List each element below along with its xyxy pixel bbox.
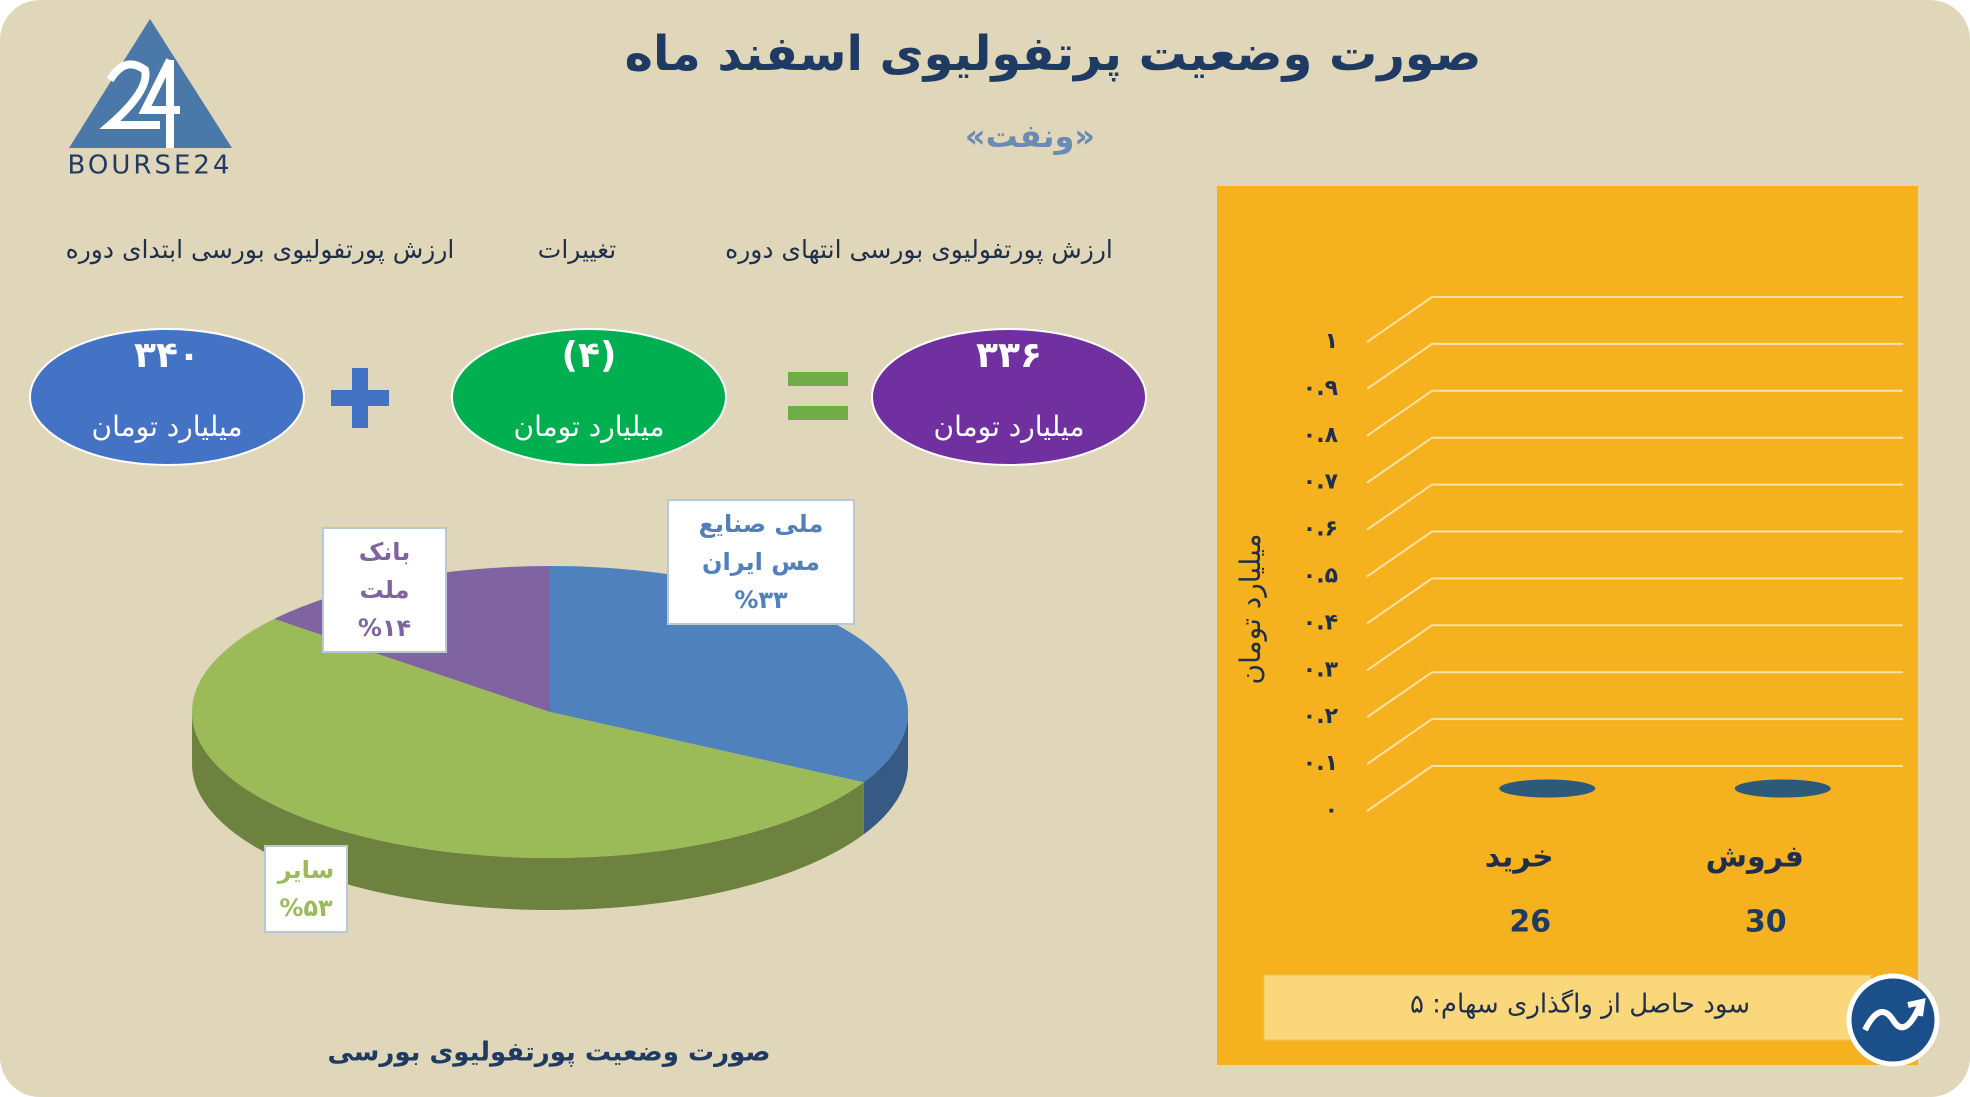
y-tick-label: ۰: [1325, 798, 1338, 823]
value-ellipse: [451, 328, 727, 466]
pie-caption: صورت وضعیت پورتفولیوی بورسی: [328, 1038, 771, 1068]
brand-icon-arrow: [1862, 998, 1926, 1032]
grid-line: [1366, 483, 1903, 531]
y-axis-label: میلیارد تومان: [1234, 534, 1267, 685]
equation-value: (۴): [562, 335, 617, 376]
logo-triangle: [69, 19, 232, 148]
profit-box: [1263, 974, 1872, 1041]
value-ellipse: [29, 328, 305, 466]
slice-value: %۵۳: [279, 894, 333, 922]
y-tick-label: ۰.۵: [1303, 564, 1338, 589]
grid-line: [1366, 296, 1903, 343]
grid-line: [1366, 530, 1903, 578]
slice-value: %۱۴: [357, 614, 412, 642]
equation-value: ۳۴۰: [134, 335, 200, 376]
slice-label: ملی صنایع مس ایران %۳۳: [667, 499, 855, 625]
bar-top: [1734, 779, 1831, 798]
grid-line: [1366, 624, 1903, 672]
x-secondary-label: 26: [1509, 905, 1551, 940]
slice-side-shade: [863, 712, 908, 835]
y-tick-label: ۰.۹: [1303, 376, 1338, 401]
y-tick-label: ۰.۶: [1303, 517, 1338, 542]
y-tick-label: ۰.۷: [1303, 470, 1339, 495]
value-ellipse: [871, 328, 1147, 466]
title: صورت وضعیت پرتفولیوی اسفند ماه: [625, 26, 1482, 82]
y-tick-label: ۰.۳: [1303, 657, 1339, 682]
logo-text: BOURSE24: [68, 151, 233, 181]
bar-top: [1499, 779, 1596, 798]
slice-name: ملی صنایع مس ایران: [698, 510, 824, 576]
grid-line: [1366, 765, 1903, 812]
y-tick-label: ۰.۴: [1303, 610, 1338, 635]
equals-sign: [788, 372, 848, 386]
grid-line: [1366, 389, 1903, 437]
profit-note: سود حاصل از واگذاری سهام: ۵: [1410, 989, 1750, 1020]
y-tick-label: ۰.۲: [1303, 704, 1339, 729]
slice-name: بانک ملت: [358, 538, 411, 604]
equation-value: ۳۳۶: [976, 335, 1042, 376]
logo-mark: [99, 58, 180, 148]
y-tick-label: ۱: [1325, 329, 1338, 354]
slice-side-shade: [192, 712, 864, 910]
equation-unit: میلیارد تومان: [92, 410, 243, 443]
slice-label: سایر %۵۳: [264, 845, 348, 933]
slice-side: [192, 712, 864, 910]
equation-unit: میلیارد تومان: [514, 410, 665, 443]
x-tick-label: فروش: [1706, 840, 1804, 875]
x-tick-label: خرید: [1485, 840, 1554, 875]
y-tick-label: ۰.۸: [1303, 423, 1339, 448]
slice-side: [863, 712, 908, 835]
equals-sign: [788, 406, 848, 420]
equation-label: ارزش پورتفولیوی بورسی ابتدای دوره: [66, 235, 455, 265]
equation-label: ارزش پورتفولیوی بورسی انتهای دوره: [725, 235, 1113, 265]
grid-line: [1366, 718, 1903, 765]
equation-label: تغییرات: [538, 235, 616, 264]
y-tick-label: ۰.۱: [1303, 751, 1338, 776]
pie-slice: [192, 618, 864, 858]
grid-line: [1366, 436, 1903, 484]
slice-value: %۳۳: [734, 586, 788, 614]
slice-label: بانک ملت %۱۴: [322, 527, 447, 653]
plus-sign: [352, 368, 368, 428]
grid-line: [1366, 671, 1903, 719]
grid-line: [1366, 342, 1903, 390]
grid-line: [1366, 577, 1903, 625]
equation-unit: میلیارد تومان: [934, 410, 1085, 443]
slice-name: سایر: [277, 856, 335, 884]
x-secondary-label: 30: [1745, 905, 1787, 940]
subtitle: «ونفت»: [965, 117, 1095, 155]
